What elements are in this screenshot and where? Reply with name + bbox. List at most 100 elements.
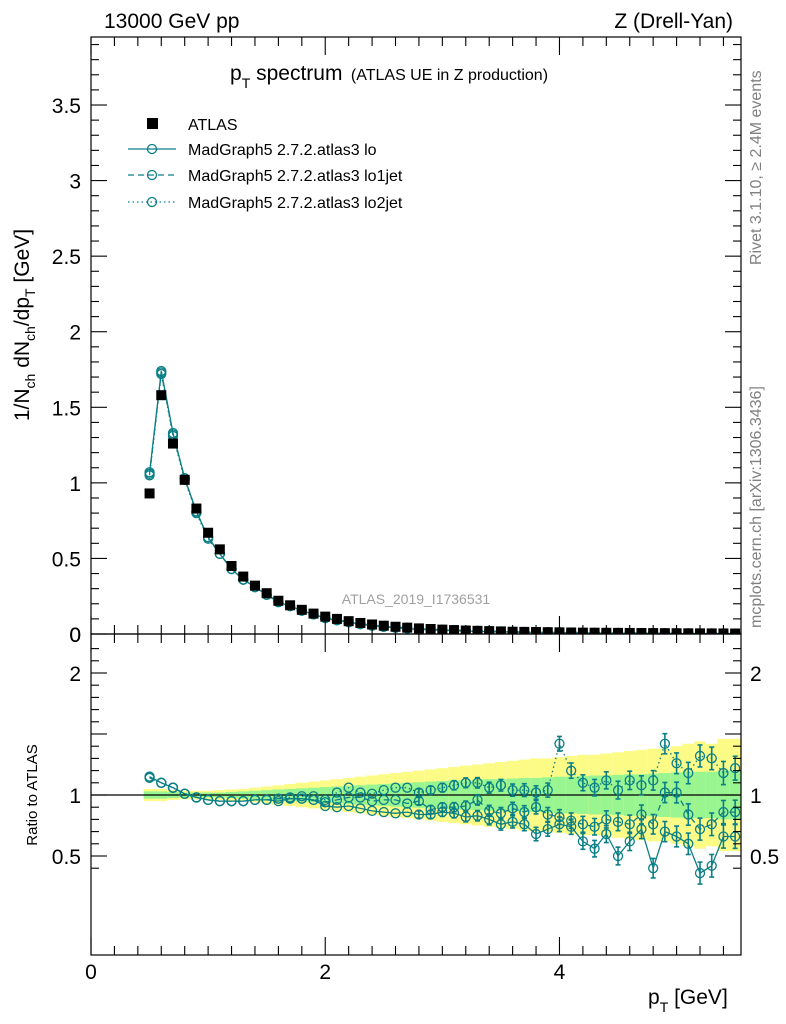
ratio-point bbox=[425, 804, 436, 815]
data-point bbox=[542, 627, 553, 634]
ratio-y-tick-label-right: 1 bbox=[750, 785, 762, 808]
ratio-point bbox=[366, 788, 378, 799]
ratio-point bbox=[355, 803, 366, 814]
ratio-y-tick-label-left: 1 bbox=[69, 785, 81, 808]
ratio-point bbox=[648, 775, 659, 786]
ratio-point bbox=[484, 805, 495, 817]
data-point bbox=[144, 488, 155, 499]
ratio-point bbox=[472, 777, 483, 788]
data-point bbox=[730, 628, 741, 634]
legend-label-lo: MadGraph5 2.7.2.atlas3 lo bbox=[188, 142, 377, 159]
ratio-point bbox=[554, 811, 565, 823]
data-point bbox=[296, 604, 307, 615]
ratio-point bbox=[530, 828, 542, 840]
y-tick-label: 3.5 bbox=[52, 95, 81, 118]
ratio-point bbox=[437, 802, 448, 813]
ratio-point bbox=[331, 794, 343, 806]
data-point bbox=[179, 474, 190, 485]
ratio-point bbox=[284, 792, 296, 803]
data-point bbox=[285, 600, 296, 611]
ratio-point bbox=[683, 767, 694, 779]
ratio-point bbox=[530, 787, 542, 798]
data-point bbox=[402, 622, 413, 633]
ratio-point bbox=[507, 784, 518, 796]
ratio-point bbox=[156, 777, 167, 788]
ratio-point bbox=[320, 800, 331, 812]
data-point bbox=[355, 617, 366, 628]
ratio-point bbox=[331, 787, 343, 798]
data-point bbox=[226, 560, 237, 571]
ratio-point bbox=[460, 811, 471, 823]
ratio-point bbox=[331, 802, 343, 813]
data-point bbox=[683, 628, 694, 634]
process-label: Z (Drell-Yan) bbox=[614, 10, 733, 33]
data-point bbox=[191, 503, 202, 514]
ratio-point bbox=[355, 787, 366, 798]
y-tick-label: 0 bbox=[69, 624, 81, 647]
ratio-point bbox=[694, 867, 706, 879]
ratio-point bbox=[261, 794, 272, 806]
ratio-point bbox=[226, 795, 237, 807]
legend-marker-lo2jet bbox=[146, 196, 158, 208]
data-point bbox=[566, 627, 577, 634]
ratio-y-tick-label-right: 2 bbox=[750, 663, 762, 686]
ratio-point bbox=[167, 782, 179, 793]
ratio-point bbox=[238, 795, 249, 807]
ratio-point bbox=[729, 763, 741, 774]
ratio-point bbox=[484, 782, 495, 793]
ratio-point bbox=[671, 787, 682, 798]
legend-marker-atlas bbox=[147, 118, 158, 129]
data-point bbox=[203, 527, 214, 538]
ratio-point bbox=[413, 787, 425, 798]
plot-title-note: (ATLAS UE in Z production) bbox=[351, 67, 548, 84]
data-point bbox=[636, 628, 647, 634]
data-point bbox=[331, 613, 342, 624]
legend-marker-lo1jet bbox=[146, 169, 158, 181]
plot-title-rest: spectrum bbox=[250, 62, 342, 85]
ratio-point bbox=[495, 808, 507, 819]
legend-label-atlas: ATLAS bbox=[188, 117, 238, 134]
legend-entry-lo: MadGraph5 2.7.2.atlas3 lo bbox=[128, 142, 377, 159]
ratio-point bbox=[179, 788, 190, 799]
ratio-point bbox=[308, 794, 319, 806]
ratio-point bbox=[343, 792, 354, 803]
ratio-point bbox=[648, 863, 659, 874]
legend-label-lo2jet: MadGraph5 2.7.2.atlas3 lo2jet bbox=[188, 195, 403, 212]
axes: 00.511.522.533.50.5 0.51 12 20 2 40 bbox=[52, 37, 779, 984]
data-point bbox=[495, 626, 506, 634]
plot-title-p: p bbox=[230, 62, 242, 85]
x-axis-title: pT [GeV] bbox=[648, 986, 728, 1015]
x-tick-label: 4 bbox=[554, 961, 566, 984]
ratio-point bbox=[378, 784, 389, 796]
rivet-label: Rivet 3.1.10, ≥ 2.4M events bbox=[748, 70, 765, 265]
ratio-point bbox=[683, 838, 694, 849]
data-point bbox=[613, 627, 624, 634]
mc-point bbox=[156, 368, 167, 380]
ratio-point bbox=[460, 800, 471, 812]
ratio-point bbox=[694, 750, 706, 762]
ratio-point bbox=[718, 767, 729, 779]
legend-entry-lo2jet: MadGraph5 2.7.2.atlas3 lo2jet bbox=[128, 195, 403, 212]
ratio-point bbox=[366, 795, 378, 807]
ratio-point bbox=[718, 831, 729, 842]
ratio-point bbox=[437, 782, 448, 793]
ratio-plot-series bbox=[144, 732, 741, 885]
ratio-point bbox=[706, 753, 717, 764]
ratio-axis-title: Ratio to ATLAS bbox=[24, 744, 41, 845]
ratio-point bbox=[144, 771, 155, 782]
ratio-point bbox=[390, 794, 401, 806]
data-point bbox=[167, 438, 178, 449]
ratio-point bbox=[519, 784, 530, 796]
mc-point bbox=[144, 470, 155, 481]
ratio-y-tick-label-left: 2 bbox=[69, 663, 81, 686]
ratio-point bbox=[308, 791, 319, 802]
data-point bbox=[706, 628, 717, 634]
ratio-point bbox=[355, 792, 366, 803]
ratio-point bbox=[460, 777, 471, 788]
ratio-point bbox=[589, 821, 600, 832]
ratio-point bbox=[601, 775, 612, 786]
ratio-point bbox=[249, 794, 261, 806]
ratio-point bbox=[495, 780, 507, 791]
y-axis-title: 1/Nch dNch/dpT [GeV] bbox=[11, 229, 38, 421]
